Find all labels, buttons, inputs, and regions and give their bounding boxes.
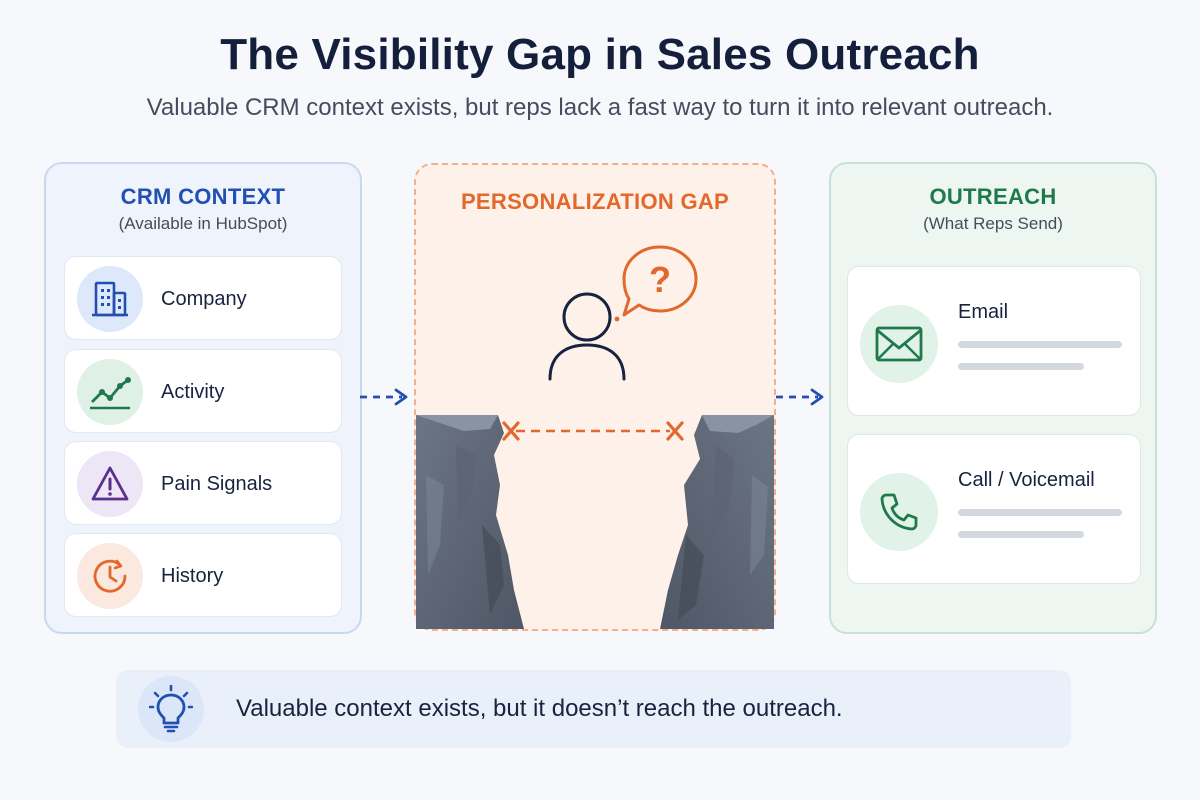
warning-triangle-icon <box>77 451 143 517</box>
crm-context-heading: CRM CONTEXT <box>120 184 286 209</box>
crm-item-label: Activity <box>161 381 225 403</box>
clock-history-icon <box>77 543 143 609</box>
text-placeholder-line <box>958 509 1122 516</box>
cliff-gap-illustration <box>416 415 774 629</box>
insight-callout: Valuable context exists, but it doesn’t … <box>116 670 1071 748</box>
dashed-arrow-icon <box>776 388 824 406</box>
crm-item-activity: Activity <box>64 349 342 433</box>
question-mark: ? <box>649 259 671 300</box>
crm-item-pain-signals: Pain Signals <box>64 441 342 525</box>
outreach-heading: OUTREACH <box>929 184 1057 209</box>
lightbulb-icon <box>138 676 204 742</box>
x-mark-icon <box>502 421 520 441</box>
gap-heading: PERSONALIZATION GAP <box>460 189 730 214</box>
outreach-subheading: (What Reps Send) <box>923 214 1063 233</box>
dashed-arrow-icon <box>360 388 408 406</box>
crm-context-panel: CRM CONTEXT (Available in HubSpot) Compa… <box>44 162 362 634</box>
outreach-item-label: Email <box>958 301 1009 323</box>
phone-icon <box>860 473 938 551</box>
personalization-gap-panel: PERSONALIZATION GAP ? <box>414 163 776 631</box>
callout-text: Valuable context exists, but it doesn’t … <box>236 695 843 722</box>
x-mark-icon <box>666 421 684 441</box>
crm-item-label: Company <box>161 288 247 310</box>
text-placeholder-line <box>958 531 1084 538</box>
question-bubble-icon: ? <box>614 245 698 322</box>
text-placeholder-line <box>958 341 1122 348</box>
text-placeholder-line <box>958 363 1084 370</box>
crm-context-subheading: (Available in HubSpot) <box>118 214 288 233</box>
outreach-panel: OUTREACH (What Reps Send) Email Call / V… <box>829 162 1157 634</box>
crm-item-label: Pain Signals <box>161 473 273 495</box>
building-icon <box>77 266 143 332</box>
cliff-right-icon <box>660 415 774 629</box>
outreach-item-label: Call / Voicemail <box>958 469 1095 491</box>
page-title: The Visibility Gap in Sales Outreach <box>220 30 980 79</box>
crm-item-history: History <box>64 533 342 617</box>
trend-chart-icon <box>77 359 143 425</box>
outreach-card-email: Email <box>847 266 1141 416</box>
outreach-card-call: Call / Voicemail <box>847 434 1141 584</box>
cliff-left-icon <box>416 415 524 629</box>
page-subtitle: Valuable CRM context exists, but reps la… <box>146 94 1054 121</box>
crm-item-label: History <box>161 565 224 587</box>
person-icon <box>548 292 626 381</box>
crm-item-company: Company <box>64 256 342 340</box>
envelope-icon <box>860 305 938 383</box>
